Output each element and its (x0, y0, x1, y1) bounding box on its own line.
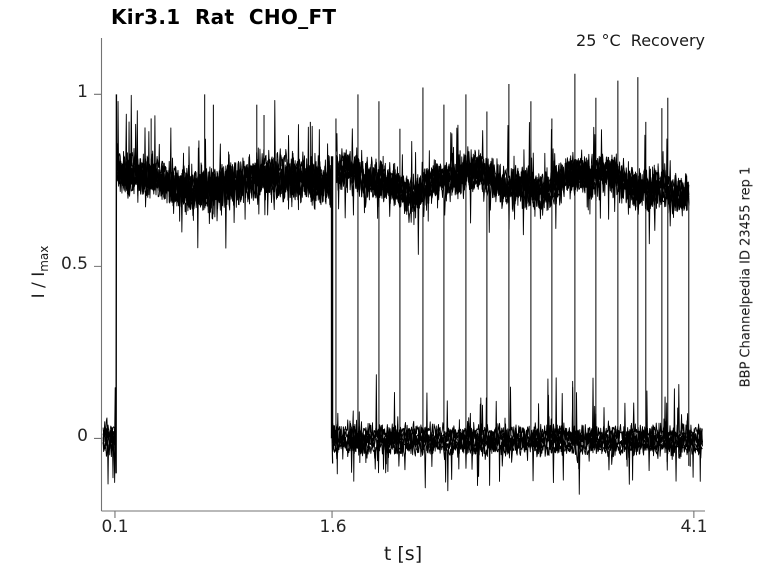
x-tick-label-0.1: 0.1 (101, 517, 129, 537)
watermark-side-label: BBP Channelpedia ID 23455 rep 1 (738, 166, 754, 388)
y-tick-label-0.5: 0.5 (60, 254, 88, 274)
y-tick-label-1: 1 (77, 82, 88, 102)
y-axis-label-subscript: max (37, 245, 52, 272)
y-axis-label: I / Imax (29, 246, 51, 299)
temperature-recovery-annotation: 25 °C Recovery (576, 31, 705, 50)
y-axis-label-main: I / I (28, 271, 49, 299)
plot-title: Kir3.1 Rat CHO_FT (111, 5, 337, 29)
x-tick-label-4.1: 4.1 (680, 517, 708, 537)
y-tick-label-0: 0 (77, 426, 88, 446)
x-axis-label: t [s] (383, 543, 423, 565)
x-tick-label-1.6: 1.6 (319, 517, 347, 537)
